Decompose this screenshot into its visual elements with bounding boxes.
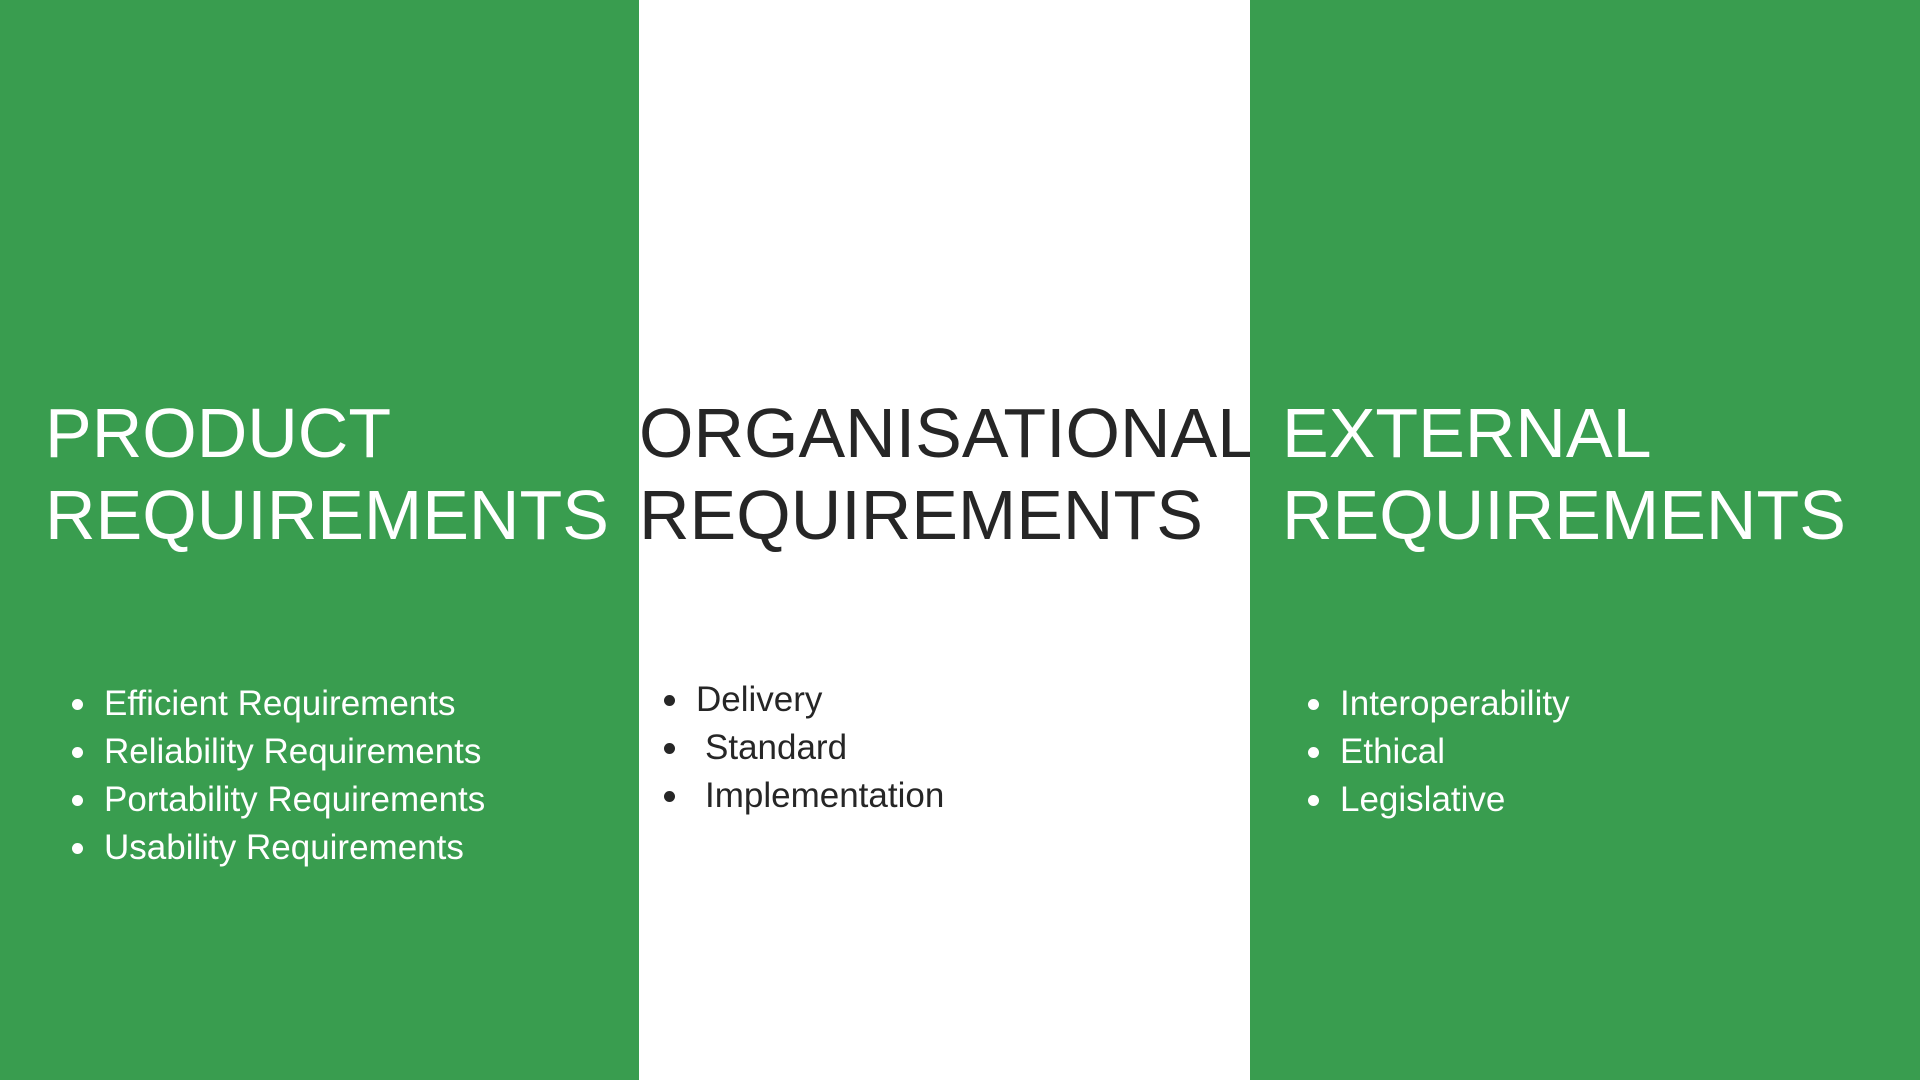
organisational-requirements-list: Delivery Standard Implementation xyxy=(664,676,944,820)
list-item: Reliability Requirements xyxy=(72,728,485,776)
list-item: Interoperability xyxy=(1308,680,1570,728)
heading-line-2: REQUIREMENTS xyxy=(1282,476,1846,554)
heading-line-2: REQUIREMENTS xyxy=(639,476,1203,554)
heading-line-1: EXTERNAL xyxy=(1282,394,1652,472)
external-requirements-heading: EXTERNAL REQUIREMENTS xyxy=(1282,392,1846,556)
heading-line-2: REQUIREMENTS xyxy=(45,476,609,554)
product-requirements-heading: PRODUCT REQUIREMENTS xyxy=(45,392,609,556)
list-item: Standard xyxy=(664,724,944,772)
list-item: Delivery xyxy=(664,676,944,724)
product-requirements-panel: PRODUCT REQUIREMENTS Efficient Requireme… xyxy=(0,0,639,1080)
heading-line-1: PRODUCT xyxy=(45,394,392,472)
list-item: Implementation xyxy=(664,772,944,820)
list-item: Usability Requirements xyxy=(72,824,485,872)
list-item: Ethical xyxy=(1308,728,1570,776)
organisational-requirements-panel: ORGANISATIONAL REQUIREMENTS Delivery Sta… xyxy=(639,0,1256,1080)
heading-line-1: ORGANISATIONAL xyxy=(639,394,1257,472)
organisational-requirements-heading: ORGANISATIONAL REQUIREMENTS xyxy=(639,392,1256,556)
list-item: Portability Requirements xyxy=(72,776,485,824)
list-item: Legislative xyxy=(1308,776,1570,824)
external-requirements-list: Interoperability Ethical Legislative xyxy=(1308,680,1570,824)
product-requirements-list: Efficient Requirements Reliability Requi… xyxy=(72,680,485,872)
external-requirements-panel: EXTERNAL REQUIREMENTS Interoperability E… xyxy=(1250,0,1920,1080)
list-item: Efficient Requirements xyxy=(72,680,485,728)
